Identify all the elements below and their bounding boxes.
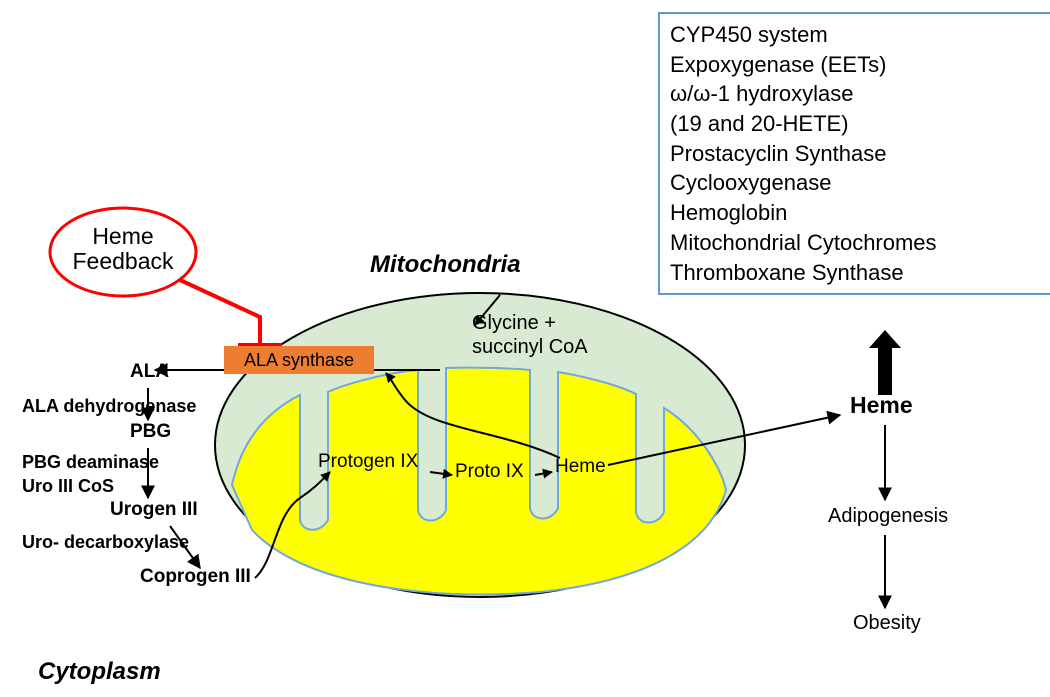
outcome-item-1: Expoxygenase (EETs) <box>670 50 1050 80</box>
outcome-item-7: Mitochondrial Cytochromes <box>670 228 1050 258</box>
metabolite-3: Coprogen III <box>140 566 251 588</box>
heme-out-label: Heme <box>850 392 913 419</box>
enzyme-1: PBG deaminase <box>22 452 159 473</box>
feedback-text: Feedback <box>68 248 178 275</box>
metabolite-2: Urogen III <box>110 499 198 521</box>
obesity-label: Obesity <box>853 612 921 635</box>
outcome-item-8: Thromboxane Synthase <box>670 258 1050 288</box>
outcomes-box: CYP450 systemExpoxygenase (EETs)ω/ω-1 hy… <box>658 12 1050 295</box>
mitochondria-label: Mitochondria <box>370 251 521 279</box>
diagram-canvas: CYP450 systemExpoxygenase (EETs)ω/ω-1 hy… <box>0 0 1050 697</box>
cytoplasm-label: Cytoplasm <box>38 658 161 686</box>
mito-proto-label: Proto IX <box>455 461 524 483</box>
enzyme-2: Uro- decarboxylase <box>22 532 189 553</box>
adipogenesis-label: Adipogenesis <box>828 505 948 528</box>
outcome-item-6: Hemoglobin <box>670 198 1050 228</box>
enzyme-0: ALA dehydrogenase <box>22 396 196 417</box>
metabolite-0: ALA <box>130 361 169 383</box>
outcome-item-3: (19 and 20-HETE) <box>670 109 1050 139</box>
ala-synthase-box: ALA synthase <box>224 346 374 374</box>
mito-protogen-label: Protogen IX <box>318 451 418 473</box>
outcome-item-4: Prostacyclin Synthase <box>670 139 1050 169</box>
outcome-item-0: CYP450 system <box>670 20 1050 50</box>
outcome-item-2: ω/ω-1 hydroxylase <box>670 79 1050 109</box>
outcome-item-5: Cyclooxygenase <box>670 168 1050 198</box>
enzyme2-1: Uro III CoS <box>22 476 114 497</box>
mito-heme-label: Heme <box>555 456 606 478</box>
metabolite-1: PBG <box>130 421 171 443</box>
precursor-text: succinyl CoA <box>472 336 588 359</box>
feedback-text: Heme <box>68 223 178 250</box>
ala-synthase-label: ALA synthase <box>244 350 354 371</box>
precursor-text: Glycine + <box>472 312 556 335</box>
